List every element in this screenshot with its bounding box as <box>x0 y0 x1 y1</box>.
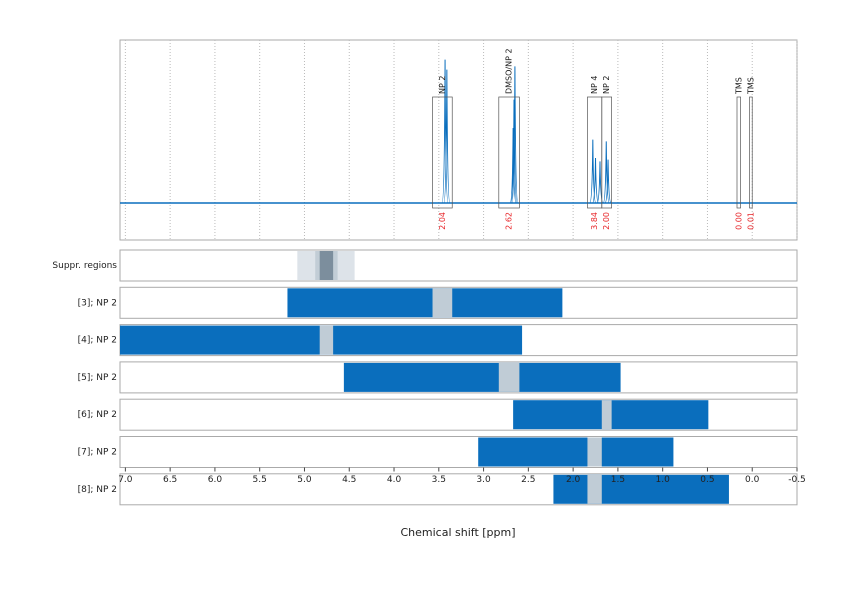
gap-bar <box>587 474 602 504</box>
integral-region <box>736 96 741 209</box>
gap-bar <box>498 362 520 392</box>
range-bar <box>287 288 563 318</box>
integral-region <box>601 96 612 209</box>
peak <box>589 139 597 204</box>
integral-label: 2.04 <box>438 212 447 230</box>
integral-label: 2.00 <box>602 212 611 230</box>
x-tick-label: 1.0 <box>656 475 671 485</box>
integral-label: 0.01 <box>746 212 755 230</box>
suppression-region <box>319 251 334 280</box>
gap-bar <box>601 400 612 430</box>
region-label: NP 2 <box>438 76 447 94</box>
gap-bar <box>587 437 602 467</box>
x-tick-label: 2.0 <box>566 475 581 485</box>
gap-bar <box>319 325 334 355</box>
x-tick-label: 1.5 <box>611 475 625 485</box>
x-tick-label: 4.0 <box>387 475 402 485</box>
x-tick-label: 0.5 <box>700 475 714 485</box>
region-label: TMS <box>734 77 743 95</box>
integral-region <box>749 96 753 209</box>
peak <box>441 59 449 204</box>
x-tick-label: -0.5 <box>788 475 806 485</box>
peak <box>604 159 612 204</box>
row-label: [8]; NP 2 <box>78 485 117 495</box>
x-tick-label: 6.0 <box>208 475 223 485</box>
x-axis-title: Chemical shift [ppm] <box>400 526 515 539</box>
x-tick-label: 7.0 <box>118 475 133 485</box>
peak <box>443 69 451 204</box>
row-label: Suppr. regions <box>52 261 117 271</box>
peak <box>509 127 517 204</box>
x-tick-label: 5.0 <box>297 475 312 485</box>
integral-label: 0.00 <box>734 212 743 230</box>
integral-label: 2.62 <box>505 212 514 230</box>
region-label: NP 4 <box>590 76 599 94</box>
row-panel <box>119 249 798 282</box>
x-tick-label: 5.5 <box>253 475 267 485</box>
range-bar <box>478 437 674 467</box>
peak <box>602 141 610 204</box>
row-label: [4]; NP 2 <box>78 336 117 346</box>
peak <box>511 66 519 204</box>
row-label: [6]; NP 2 <box>78 410 117 420</box>
row-label: [7]; NP 2 <box>78 448 117 458</box>
gap-bar <box>432 288 453 318</box>
x-tick-label: 2.5 <box>521 475 535 485</box>
row-label: [3]; NP 2 <box>78 298 117 308</box>
x-tick-label: 4.5 <box>342 475 356 485</box>
region-label: DMSO/NP 2 <box>505 48 514 94</box>
range-bar <box>343 362 621 392</box>
integral-label: 3.84 <box>590 212 599 230</box>
integral-region <box>498 96 520 209</box>
region-label: NP 2 <box>602 76 611 94</box>
row-label: [5]; NP 2 <box>78 373 117 383</box>
x-tick-label: 3.0 <box>476 475 491 485</box>
region-label: TMS <box>746 77 755 95</box>
peak <box>510 99 518 204</box>
peak <box>592 157 600 204</box>
spectrum-panel <box>119 39 798 241</box>
integral-region <box>432 96 453 209</box>
x-tick-label: 0.0 <box>745 475 760 485</box>
x-tick-label: 6.5 <box>163 475 177 485</box>
row-panel <box>119 436 798 468</box>
x-tick-label: 3.5 <box>432 475 446 485</box>
range-bar <box>553 474 729 504</box>
